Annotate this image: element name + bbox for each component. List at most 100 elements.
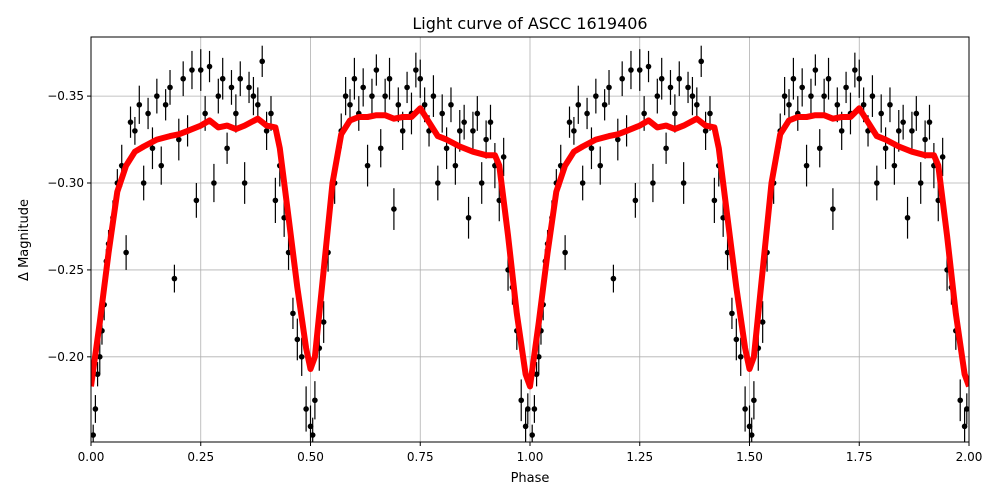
data-point: [654, 93, 661, 99]
data-point: [268, 110, 274, 117]
data-point: [658, 75, 665, 82]
data-point: [834, 101, 841, 108]
data-point: [531, 406, 538, 412]
data-point: [309, 432, 316, 438]
data-point: [939, 154, 946, 160]
data-point: [96, 354, 103, 360]
data-point: [470, 128, 476, 134]
data-point: [522, 423, 529, 430]
data-point: [478, 180, 485, 186]
data-point: [926, 119, 933, 125]
data-point: [874, 180, 880, 186]
y-tick-label: −0.20: [47, 350, 84, 364]
data-point: [680, 180, 687, 186]
data-point: [413, 67, 419, 73]
data-point: [219, 75, 226, 82]
data-point: [737, 354, 744, 360]
data-point: [377, 145, 384, 152]
data-point: [917, 180, 924, 186]
data-point: [860, 101, 867, 108]
data-point: [290, 310, 296, 317]
y-axis-label: Δ Magnitude: [17, 199, 32, 281]
data-point: [351, 75, 358, 82]
x-tick-label: 2.00: [956, 450, 983, 464]
x-tick-label: 1.75: [846, 450, 873, 464]
data-point: [961, 423, 968, 430]
data-point: [746, 423, 753, 430]
data-point: [922, 136, 928, 143]
data-point: [465, 214, 472, 221]
data-point: [781, 93, 788, 99]
data-point: [751, 397, 757, 404]
data-point: [698, 58, 705, 65]
data-point: [303, 406, 309, 412]
data-point: [593, 93, 599, 99]
data-point: [571, 128, 577, 134]
data-point: [742, 406, 748, 412]
data-point: [233, 110, 239, 117]
data-point: [399, 128, 406, 134]
x-tick-label: 0.00: [78, 450, 105, 464]
data-point: [852, 67, 858, 73]
data-point: [417, 75, 424, 82]
data-point: [808, 93, 814, 99]
data-point: [162, 101, 169, 108]
data-point: [294, 336, 301, 343]
data-layer: [91, 45, 969, 442]
data-point: [421, 101, 428, 108]
data-point: [259, 58, 266, 65]
data-point: [562, 249, 568, 256]
data-point: [645, 63, 652, 70]
data-point: [320, 319, 327, 325]
data-point: [689, 93, 696, 99]
data-point: [838, 128, 845, 134]
data-point: [525, 406, 531, 412]
data-point: [206, 63, 213, 70]
data-point: [386, 75, 393, 82]
data-point: [891, 162, 898, 169]
data-point: [224, 145, 230, 152]
data-point: [729, 310, 735, 317]
data-point: [211, 180, 217, 186]
data-point: [360, 84, 366, 91]
data-point: [176, 136, 182, 143]
data-point: [391, 206, 397, 212]
data-point: [154, 93, 160, 99]
data-point: [606, 84, 612, 91]
data-point: [676, 75, 683, 82]
data-point: [799, 84, 805, 91]
data-point: [667, 84, 674, 91]
x-tick-label: 0.50: [297, 450, 324, 464]
data-point: [312, 397, 318, 404]
data-point: [957, 397, 964, 404]
data-point: [748, 432, 755, 438]
data-point: [579, 180, 586, 186]
y-tick-label: −0.30: [47, 176, 84, 190]
data-point: [900, 119, 906, 125]
data-point: [843, 84, 849, 91]
data-point: [246, 84, 252, 91]
data-point: [461, 119, 467, 125]
data-point: [342, 93, 349, 99]
data-point: [584, 110, 590, 117]
data-point: [202, 110, 208, 117]
data-point: [92, 406, 99, 412]
data-point: [636, 67, 643, 73]
data-point: [91, 432, 96, 438]
data-point: [909, 128, 915, 134]
data-point: [158, 162, 165, 169]
plot-area: [91, 45, 969, 442]
x-axis-label: Phase: [511, 471, 550, 486]
data-point: [821, 93, 827, 99]
data-point: [964, 406, 969, 412]
data-point: [812, 67, 819, 73]
data-point: [167, 84, 173, 91]
data-point: [913, 110, 920, 117]
data-point: [132, 128, 138, 134]
data-point: [140, 180, 147, 186]
data-point: [535, 354, 542, 360]
data-point: [123, 249, 129, 256]
data-point: [518, 397, 525, 404]
